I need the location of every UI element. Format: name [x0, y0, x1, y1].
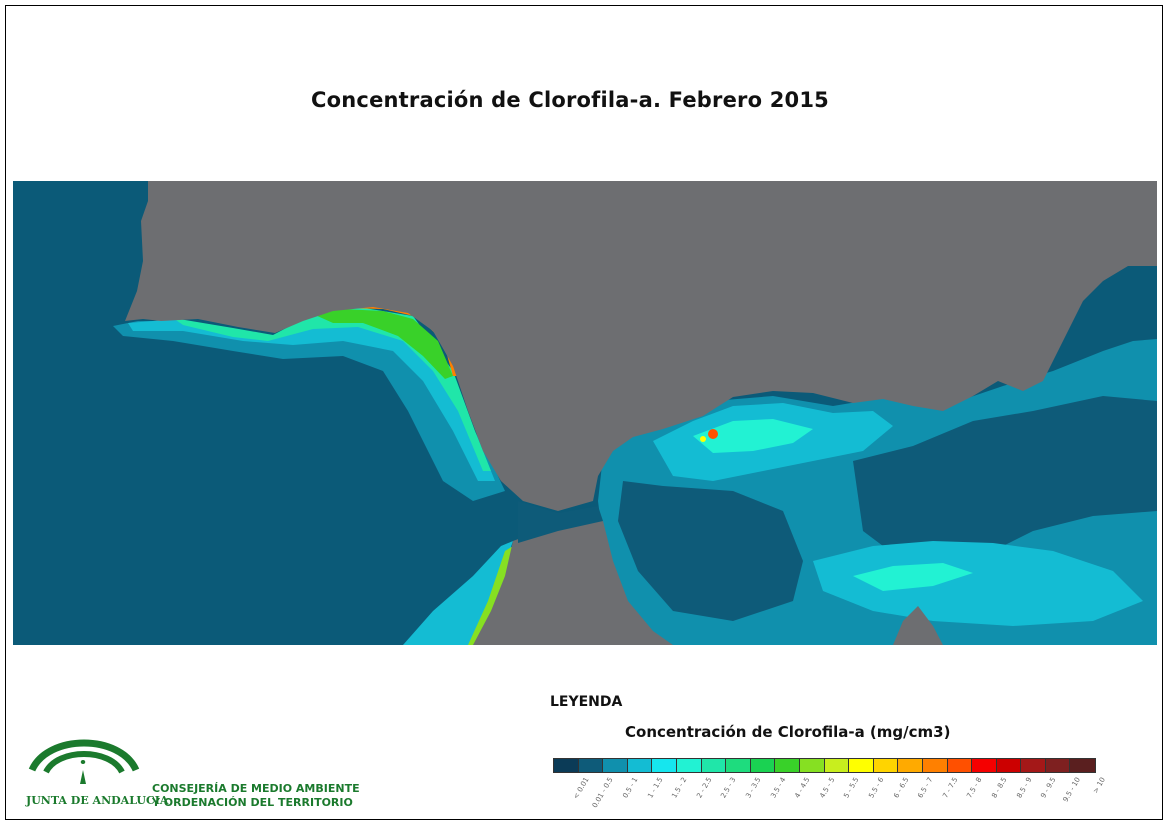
legend-swatch	[652, 759, 677, 772]
legend-label-text: 0.5 - 1	[621, 776, 640, 800]
legend-swatch	[1021, 759, 1046, 772]
strait-channel	[518, 501, 603, 543]
legend-title: LEYENDA	[550, 694, 623, 710]
land-mass-south	[473, 521, 673, 645]
legend-swatch	[972, 759, 997, 772]
legend-label-text: 8 - 8.5	[990, 776, 1009, 800]
legend-label-text: 4 - 4.5	[793, 776, 812, 800]
legend-swatch	[824, 759, 850, 772]
legend-color-bar	[553, 758, 1097, 773]
chlorophyll-map	[13, 181, 1157, 645]
legend-swatch	[603, 759, 628, 772]
legend-swatch	[750, 759, 776, 772]
legend-swatch	[627, 759, 653, 772]
legend-label: 6 - 6.5	[891, 774, 911, 804]
legend-label-text: 5 - 5.5	[842, 776, 861, 800]
legend-label-text: 3.5 - 4	[768, 776, 788, 800]
legend-label: > 10	[1088, 774, 1106, 804]
legend-swatch	[701, 759, 727, 772]
logo-arc-outer	[28, 739, 140, 772]
legend-swatch	[1045, 759, 1071, 772]
legend-label: 2.5 - 3	[719, 774, 738, 804]
coastal-band-high	[313, 309, 453, 379]
legend-swatch	[676, 759, 702, 772]
legend-label: 1 - 1.5	[645, 774, 665, 804]
legend-label-text: 2.5 - 3	[719, 776, 738, 800]
legend-label: 5.5 - 6	[867, 774, 885, 804]
legend-swatch	[578, 759, 604, 772]
legend-label: 4 - 4.5	[793, 774, 811, 804]
logo-name: JUNTA DE ANDALUCIA	[26, 794, 169, 807]
land-mass-south-east	[893, 606, 943, 645]
legend-label: 7.5 - 8	[965, 774, 984, 804]
legend-label-text: 6 - 6.5	[891, 776, 911, 800]
coastal-band-inner	[173, 307, 491, 471]
legend-label: < 0.01	[571, 774, 591, 804]
figure-frame	[5, 5, 1163, 820]
bloom-patch-north-inner	[693, 419, 813, 453]
bloom-hotspot	[700, 436, 706, 442]
legend-label: 7 - 7.5	[940, 774, 960, 804]
legend-label: 0.01 - 0.5	[591, 774, 615, 809]
legend-label-text: 7 - 7.5	[941, 776, 960, 800]
bloom-patch-south-inner	[853, 563, 973, 591]
legend-swatch	[922, 759, 948, 772]
map-title: Concentración de Clorofila-a. Febrero 20…	[311, 88, 829, 112]
legend-label: 0.5 - 1	[621, 774, 639, 804]
mediterranean-deep	[853, 396, 1157, 561]
legend-label-text: 6.5 - 7	[916, 776, 935, 800]
legend-label-text: < 0.01	[571, 776, 591, 801]
legend-label-text: 1 - 1.5	[645, 776, 665, 800]
department-name: CONSEJERÍA DE MEDIO AMBIENTE Y ORDENACIÓ…	[152, 782, 360, 810]
legend-label: 4.5 - 5	[817, 774, 837, 804]
legend-label: 9 - 9.5	[1039, 774, 1057, 804]
legend-label: 2 - 2.5	[694, 774, 714, 804]
logo-figure	[80, 760, 86, 784]
legend-label-text: 9 - 9.5	[1039, 776, 1058, 800]
legend-label-text: 7.5 - 8	[965, 776, 984, 800]
junta-andalucia-logo	[28, 739, 140, 784]
legend-swatch	[947, 759, 973, 772]
legend-label-text: 5.5 - 6	[867, 776, 886, 800]
legend-subtitle: Concentración de Clorofila-a (mg/cm3)	[625, 723, 951, 741]
mediterranean-basin	[618, 481, 803, 621]
legend-swatch	[898, 759, 923, 772]
legend-swatch	[799, 759, 825, 772]
land-mass-north	[125, 181, 1157, 511]
legend-swatch	[849, 759, 874, 772]
bloom-patch-south	[813, 541, 1143, 626]
legend-swatch	[873, 759, 899, 772]
legend-label: 9.5 - 10	[1061, 774, 1083, 804]
logo-arc-inner	[43, 751, 125, 774]
legend-label: 1.5 - 2	[670, 774, 688, 804]
legend-label-text: 3 - 3.5	[744, 776, 763, 800]
coastal-band-mid	[128, 309, 495, 481]
legend-swatch	[996, 759, 1022, 772]
legend-swatch	[554, 759, 579, 772]
department-line-2: Y ORDENACIÓN DEL TERRITORIO	[152, 796, 353, 809]
legend-swatch	[726, 759, 751, 772]
legend-label-text: 2 - 2.5	[695, 776, 714, 800]
legend-label-text: 4.5 - 5	[818, 776, 837, 800]
department-line-1: CONSEJERÍA DE MEDIO AMBIENTE	[152, 782, 360, 795]
legend-label-text: 9.5 - 10	[1061, 776, 1083, 804]
legend-label-text: 1.5 - 2	[670, 776, 689, 800]
legend-swatch	[775, 759, 800, 772]
legend-label: 5 - 5.5	[842, 774, 861, 804]
south-coastal-band-inner	[468, 546, 513, 645]
legend-label: 8.5 - 9	[1014, 774, 1034, 804]
legend-label-text: > 10	[1091, 776, 1107, 795]
legend-label: 3.5 - 4	[768, 774, 788, 804]
bloom-hotspot	[708, 429, 718, 439]
legend-label: 8 - 8.5	[990, 774, 1008, 804]
legend-label: 3 - 3.5	[744, 774, 762, 804]
legend-label: 6.5 - 7	[916, 774, 934, 804]
legend-swatch	[1070, 759, 1096, 772]
legend-label-text: 8.5 - 9	[1014, 776, 1034, 800]
